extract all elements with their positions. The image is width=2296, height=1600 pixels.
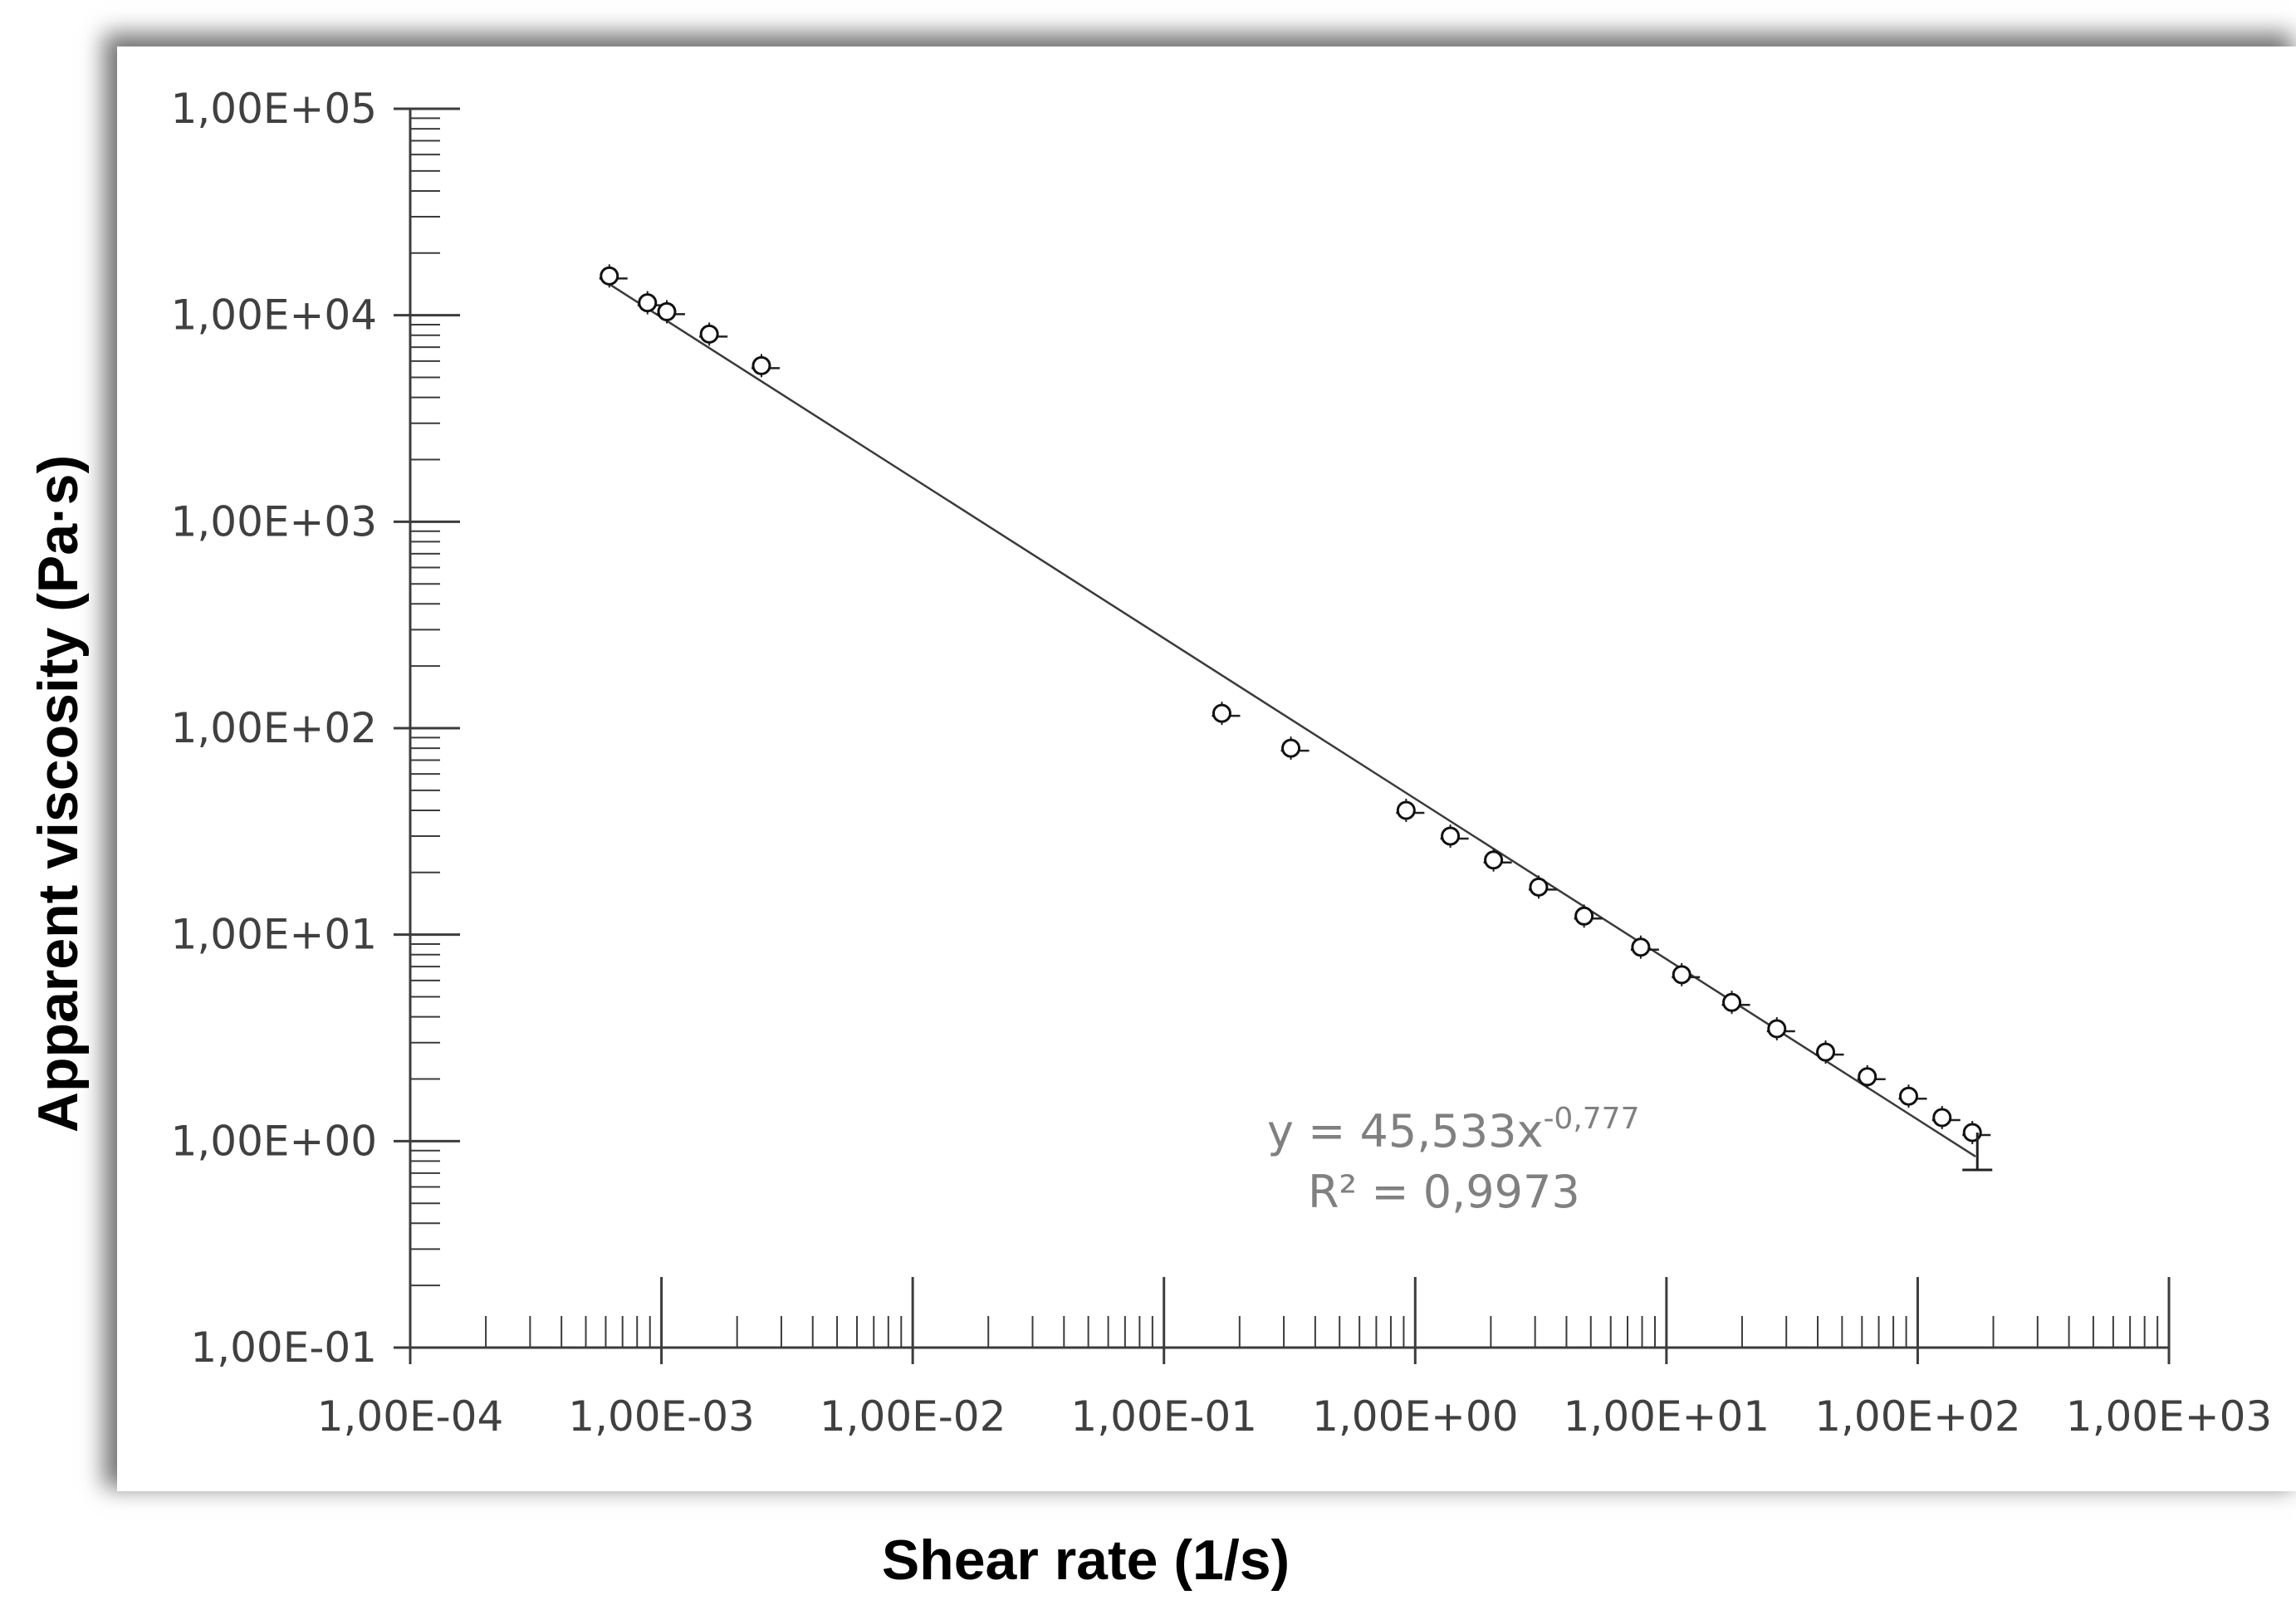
y-tick-label: 1,00E+02 [171, 704, 377, 752]
data-point-marker [1398, 802, 1414, 819]
trendline-equation-base: y = 45,533x [1267, 1105, 1543, 1157]
y-tick-label: 1,00E+03 [171, 497, 377, 546]
data-point-marker [1486, 852, 1502, 869]
data-point-marker [1724, 994, 1740, 1010]
data-point-marker [1576, 908, 1593, 924]
data-point-marker [1934, 1109, 1951, 1126]
data-point-marker [1769, 1020, 1785, 1037]
x-tick-label: 1,00E+01 [1564, 1392, 1770, 1441]
trendline-equation: y = 45,533x-0,777 [1267, 1102, 1640, 1157]
data-point-marker [1859, 1069, 1876, 1085]
data-point-marker [1673, 966, 1690, 983]
data-point-marker [601, 267, 618, 284]
tick-labels: 1,00E-01 1,00E+00 1,00E+01 1,00E+02 1,00E+03… [171, 85, 2273, 1441]
x-tick-label: 1,00E-01 [1070, 1392, 1257, 1441]
data-point-marker [1213, 705, 1230, 722]
data-point [1441, 824, 1469, 848]
x-tick-label: 1,00E+02 [1814, 1392, 2020, 1441]
data-point [1932, 1106, 1961, 1129]
data-point [1484, 849, 1512, 872]
y-axis-title: Apparent viscosity (Pa·s) [26, 455, 91, 1133]
data-point [1767, 1017, 1795, 1040]
data-point-marker [1900, 1088, 1917, 1104]
x-tick-label: 1,00E-02 [820, 1392, 1006, 1441]
data-point [1816, 1040, 1844, 1064]
y-tick-label: 1,00E+01 [171, 911, 377, 959]
data-point [699, 322, 727, 345]
data-point-marker [639, 295, 656, 311]
y-tick-label: 1,00E+04 [171, 291, 377, 340]
data-point [1281, 736, 1310, 760]
data-point-marker [1818, 1044, 1834, 1060]
trendline-equation-exponent: -0,777 [1543, 1102, 1639, 1136]
axes [394, 109, 2169, 1364]
data-points [600, 264, 1992, 1170]
data-point-marker [1283, 740, 1300, 756]
data-point [1898, 1084, 1926, 1108]
data-point [1672, 963, 1700, 986]
data-point-marker [1530, 878, 1547, 895]
data-point [1212, 702, 1240, 725]
y-tick-label: 1,00E+05 [171, 85, 377, 133]
x-tick-label: 1,00E-03 [568, 1392, 755, 1441]
y-tick-label: 1,00E+00 [171, 1117, 377, 1165]
x-tick-label: 1,00E-04 [317, 1392, 504, 1441]
data-point-marker [701, 325, 717, 342]
trendline-r-squared: R² = 0,9973 [1308, 1166, 1580, 1218]
x-axis-title: Shear rate (1/s) [0, 1528, 2296, 1593]
data-point-marker [1633, 939, 1649, 956]
data-point [600, 264, 628, 287]
chart-panel: 1,00E-01 1,00E+00 1,00E+01 1,00E+02 1,00E+03… [117, 46, 2296, 1491]
x-tick-label: 1,00E+03 [2066, 1392, 2272, 1441]
data-point-marker [753, 357, 770, 374]
y-tick-label: 1,00E-01 [190, 1324, 377, 1372]
x-tick-label: 1,00E+00 [1312, 1392, 1518, 1441]
data-point [751, 354, 780, 377]
data-point-marker [658, 303, 675, 320]
data-point [657, 300, 685, 323]
chart-plot: 1,00E-01 1,00E+00 1,00E+01 1,00E+02 1,00E+03… [117, 46, 2296, 1491]
data-point-marker [1442, 828, 1459, 844]
